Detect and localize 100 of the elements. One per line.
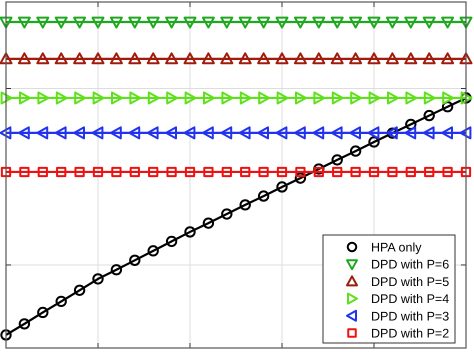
point	[36, 126, 48, 140]
point	[73, 52, 86, 64]
point	[220, 126, 232, 140]
point	[258, 190, 270, 202]
point	[349, 126, 361, 140]
point	[422, 52, 436, 64]
point	[36, 52, 50, 64]
point	[130, 166, 140, 178]
point	[276, 166, 288, 178]
point	[184, 166, 196, 178]
point	[350, 166, 361, 178]
point	[350, 91, 362, 104]
point	[240, 199, 251, 211]
point	[276, 181, 288, 193]
point	[202, 52, 215, 64]
legend-label: HPA only	[371, 240, 422, 254]
point	[146, 16, 160, 28]
point	[441, 52, 454, 64]
point	[330, 126, 343, 140]
point	[129, 91, 142, 104]
point	[128, 52, 142, 64]
point	[313, 91, 326, 104]
point	[184, 126, 196, 140]
point	[0, 16, 12, 28]
point	[146, 52, 160, 64]
point	[146, 126, 159, 140]
point	[92, 273, 104, 285]
point	[332, 166, 342, 178]
point	[203, 166, 214, 178]
point	[276, 91, 288, 104]
point	[368, 126, 380, 140]
point	[37, 91, 50, 104]
point	[404, 16, 418, 28]
point	[442, 101, 454, 112]
point	[92, 126, 104, 140]
point	[0, 126, 12, 140]
point	[0, 329, 12, 341]
point	[368, 52, 380, 64]
point	[424, 91, 436, 104]
point	[460, 166, 472, 178]
point	[0, 166, 12, 178]
point	[238, 52, 252, 64]
point	[166, 166, 177, 178]
point	[92, 166, 104, 178]
point	[110, 52, 123, 64]
point	[368, 16, 380, 28]
point	[111, 166, 122, 178]
point	[405, 91, 418, 104]
point	[56, 296, 67, 308]
point	[332, 154, 343, 166]
point	[92, 52, 104, 64]
point	[54, 126, 67, 140]
point	[36, 16, 50, 28]
point	[129, 254, 140, 266]
point	[203, 91, 215, 104]
point	[240, 91, 252, 104]
point	[257, 16, 270, 28]
point	[442, 166, 453, 178]
legend-label: DPD with P=6	[371, 258, 450, 272]
point	[424, 110, 435, 122]
point	[312, 16, 326, 28]
point	[404, 52, 418, 64]
legend-label: DPD with P=2	[371, 326, 450, 340]
point	[240, 166, 250, 178]
point	[295, 166, 306, 178]
point	[276, 126, 288, 140]
point	[18, 52, 31, 64]
point	[257, 52, 270, 64]
point	[19, 166, 30, 178]
point	[111, 91, 123, 104]
point	[238, 16, 252, 28]
point	[387, 91, 399, 104]
point	[166, 236, 178, 248]
point	[92, 91, 104, 104]
point	[257, 126, 269, 140]
point	[220, 52, 234, 64]
point	[368, 166, 380, 178]
point	[258, 91, 270, 104]
point	[441, 126, 453, 140]
point	[148, 91, 160, 104]
point	[18, 318, 30, 330]
point	[56, 166, 66, 178]
point	[184, 91, 196, 104]
point	[222, 166, 232, 178]
point	[330, 16, 344, 28]
point	[220, 16, 234, 28]
point	[294, 52, 307, 64]
point	[202, 217, 214, 229]
point	[221, 91, 234, 104]
point	[313, 163, 324, 175]
point	[294, 126, 306, 140]
point	[422, 126, 435, 140]
point	[312, 126, 324, 140]
point	[276, 16, 288, 28]
point	[295, 91, 307, 104]
point	[148, 245, 159, 257]
point	[18, 126, 30, 140]
point	[0, 91, 12, 104]
point	[276, 52, 288, 64]
point	[314, 166, 324, 178]
